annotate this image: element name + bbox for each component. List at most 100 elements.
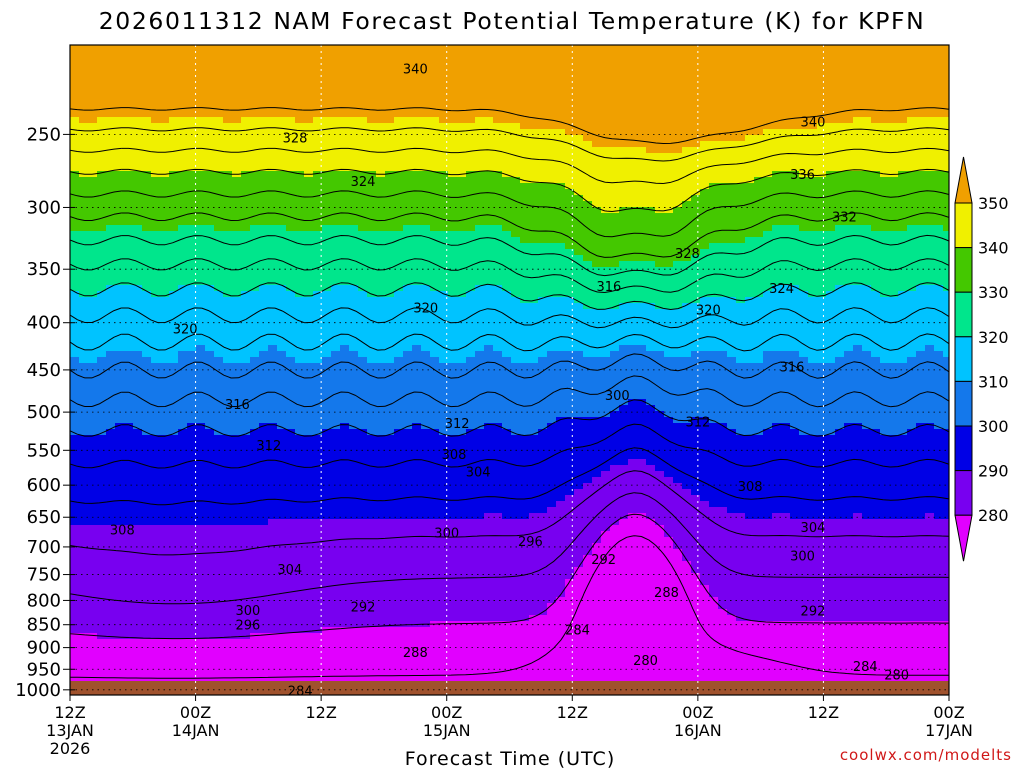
color-cell bbox=[214, 303, 224, 310]
color-cell bbox=[169, 183, 179, 190]
color-cell bbox=[214, 321, 224, 328]
color-cell bbox=[196, 537, 206, 544]
color-cell bbox=[106, 507, 116, 514]
color-cell bbox=[340, 531, 350, 538]
color-cell bbox=[97, 345, 107, 352]
color-cell bbox=[232, 519, 242, 526]
color-cell bbox=[133, 315, 143, 322]
color-cell bbox=[79, 63, 89, 70]
color-cell bbox=[223, 669, 233, 676]
color-cell bbox=[358, 585, 368, 592]
color-cell bbox=[295, 675, 305, 682]
color-cell bbox=[97, 249, 107, 256]
color-cell bbox=[295, 387, 305, 394]
color-cell bbox=[322, 201, 332, 208]
color-cell bbox=[286, 669, 296, 676]
color-cell bbox=[250, 399, 260, 406]
color-cell bbox=[313, 459, 323, 466]
color-cell bbox=[322, 57, 332, 64]
color-cell bbox=[106, 447, 116, 454]
color-cell bbox=[241, 489, 251, 496]
color-cell bbox=[223, 69, 233, 76]
color-cell bbox=[115, 345, 125, 352]
color-cell bbox=[187, 435, 197, 442]
color-cell bbox=[142, 387, 152, 394]
color-cell bbox=[439, 45, 449, 52]
color-cell bbox=[403, 153, 413, 160]
color-cell bbox=[277, 579, 287, 586]
color-cell bbox=[376, 243, 386, 250]
color-cell bbox=[232, 357, 242, 364]
color-cell bbox=[358, 111, 368, 118]
color-cell bbox=[448, 453, 458, 460]
color-cell bbox=[430, 327, 440, 334]
color-cell bbox=[223, 261, 233, 268]
color-cell bbox=[385, 369, 395, 376]
color-cell bbox=[376, 573, 386, 580]
color-cell bbox=[403, 549, 413, 556]
color-cell bbox=[214, 513, 224, 520]
color-cell bbox=[196, 129, 206, 136]
color-cell bbox=[169, 249, 179, 256]
color-cell bbox=[70, 423, 80, 430]
color-cell bbox=[367, 195, 377, 202]
color-cell bbox=[412, 513, 422, 520]
color-cell bbox=[160, 639, 170, 646]
color-cell bbox=[169, 165, 179, 172]
color-cell bbox=[430, 435, 440, 442]
color-cell bbox=[169, 549, 179, 556]
color-cell bbox=[466, 507, 476, 514]
color-cell bbox=[448, 405, 458, 412]
color-cell bbox=[250, 531, 260, 538]
color-cell bbox=[376, 609, 386, 616]
color-cell bbox=[367, 351, 377, 358]
color-cell bbox=[88, 651, 98, 658]
color-cell bbox=[394, 285, 404, 292]
color-cell bbox=[115, 471, 125, 478]
color-cell bbox=[196, 99, 206, 106]
color-cell bbox=[241, 441, 251, 448]
color-cell bbox=[187, 537, 197, 544]
color-cell bbox=[448, 147, 458, 154]
color-cell bbox=[187, 177, 197, 184]
color-cell bbox=[358, 165, 368, 172]
color-cell bbox=[97, 651, 107, 658]
color-cell bbox=[115, 213, 125, 220]
color-cell bbox=[169, 489, 179, 496]
color-cell bbox=[313, 303, 323, 310]
color-cell bbox=[376, 513, 386, 520]
color-cell bbox=[376, 69, 386, 76]
color-cell bbox=[277, 405, 287, 412]
color-cell bbox=[169, 573, 179, 580]
color-cell bbox=[466, 219, 476, 226]
color-cell bbox=[169, 459, 179, 466]
color-cell bbox=[187, 603, 197, 610]
color-cell bbox=[322, 387, 332, 394]
color-cell bbox=[187, 381, 197, 388]
color-cell bbox=[88, 627, 98, 634]
color-cell bbox=[178, 99, 188, 106]
color-cell bbox=[358, 525, 368, 532]
color-cell bbox=[421, 417, 431, 424]
color-cell bbox=[232, 303, 242, 310]
color-cell bbox=[124, 111, 134, 118]
color-cell bbox=[259, 303, 269, 310]
color-cell bbox=[187, 495, 197, 502]
color-cell bbox=[412, 459, 422, 466]
color-cell bbox=[178, 423, 188, 430]
color-cell bbox=[304, 381, 314, 388]
color-cell bbox=[430, 627, 440, 634]
color-cell bbox=[223, 99, 233, 106]
color-cell bbox=[214, 75, 224, 82]
color-cell bbox=[205, 567, 215, 574]
color-cell bbox=[403, 147, 413, 154]
color-cell bbox=[358, 153, 368, 160]
color-cell bbox=[268, 645, 278, 652]
color-cell bbox=[421, 501, 431, 508]
color-cell bbox=[97, 57, 107, 64]
color-cell bbox=[430, 555, 440, 562]
color-cell bbox=[430, 519, 440, 526]
color-cell bbox=[457, 471, 467, 478]
color-cell bbox=[115, 501, 125, 508]
color-cell bbox=[196, 147, 206, 154]
